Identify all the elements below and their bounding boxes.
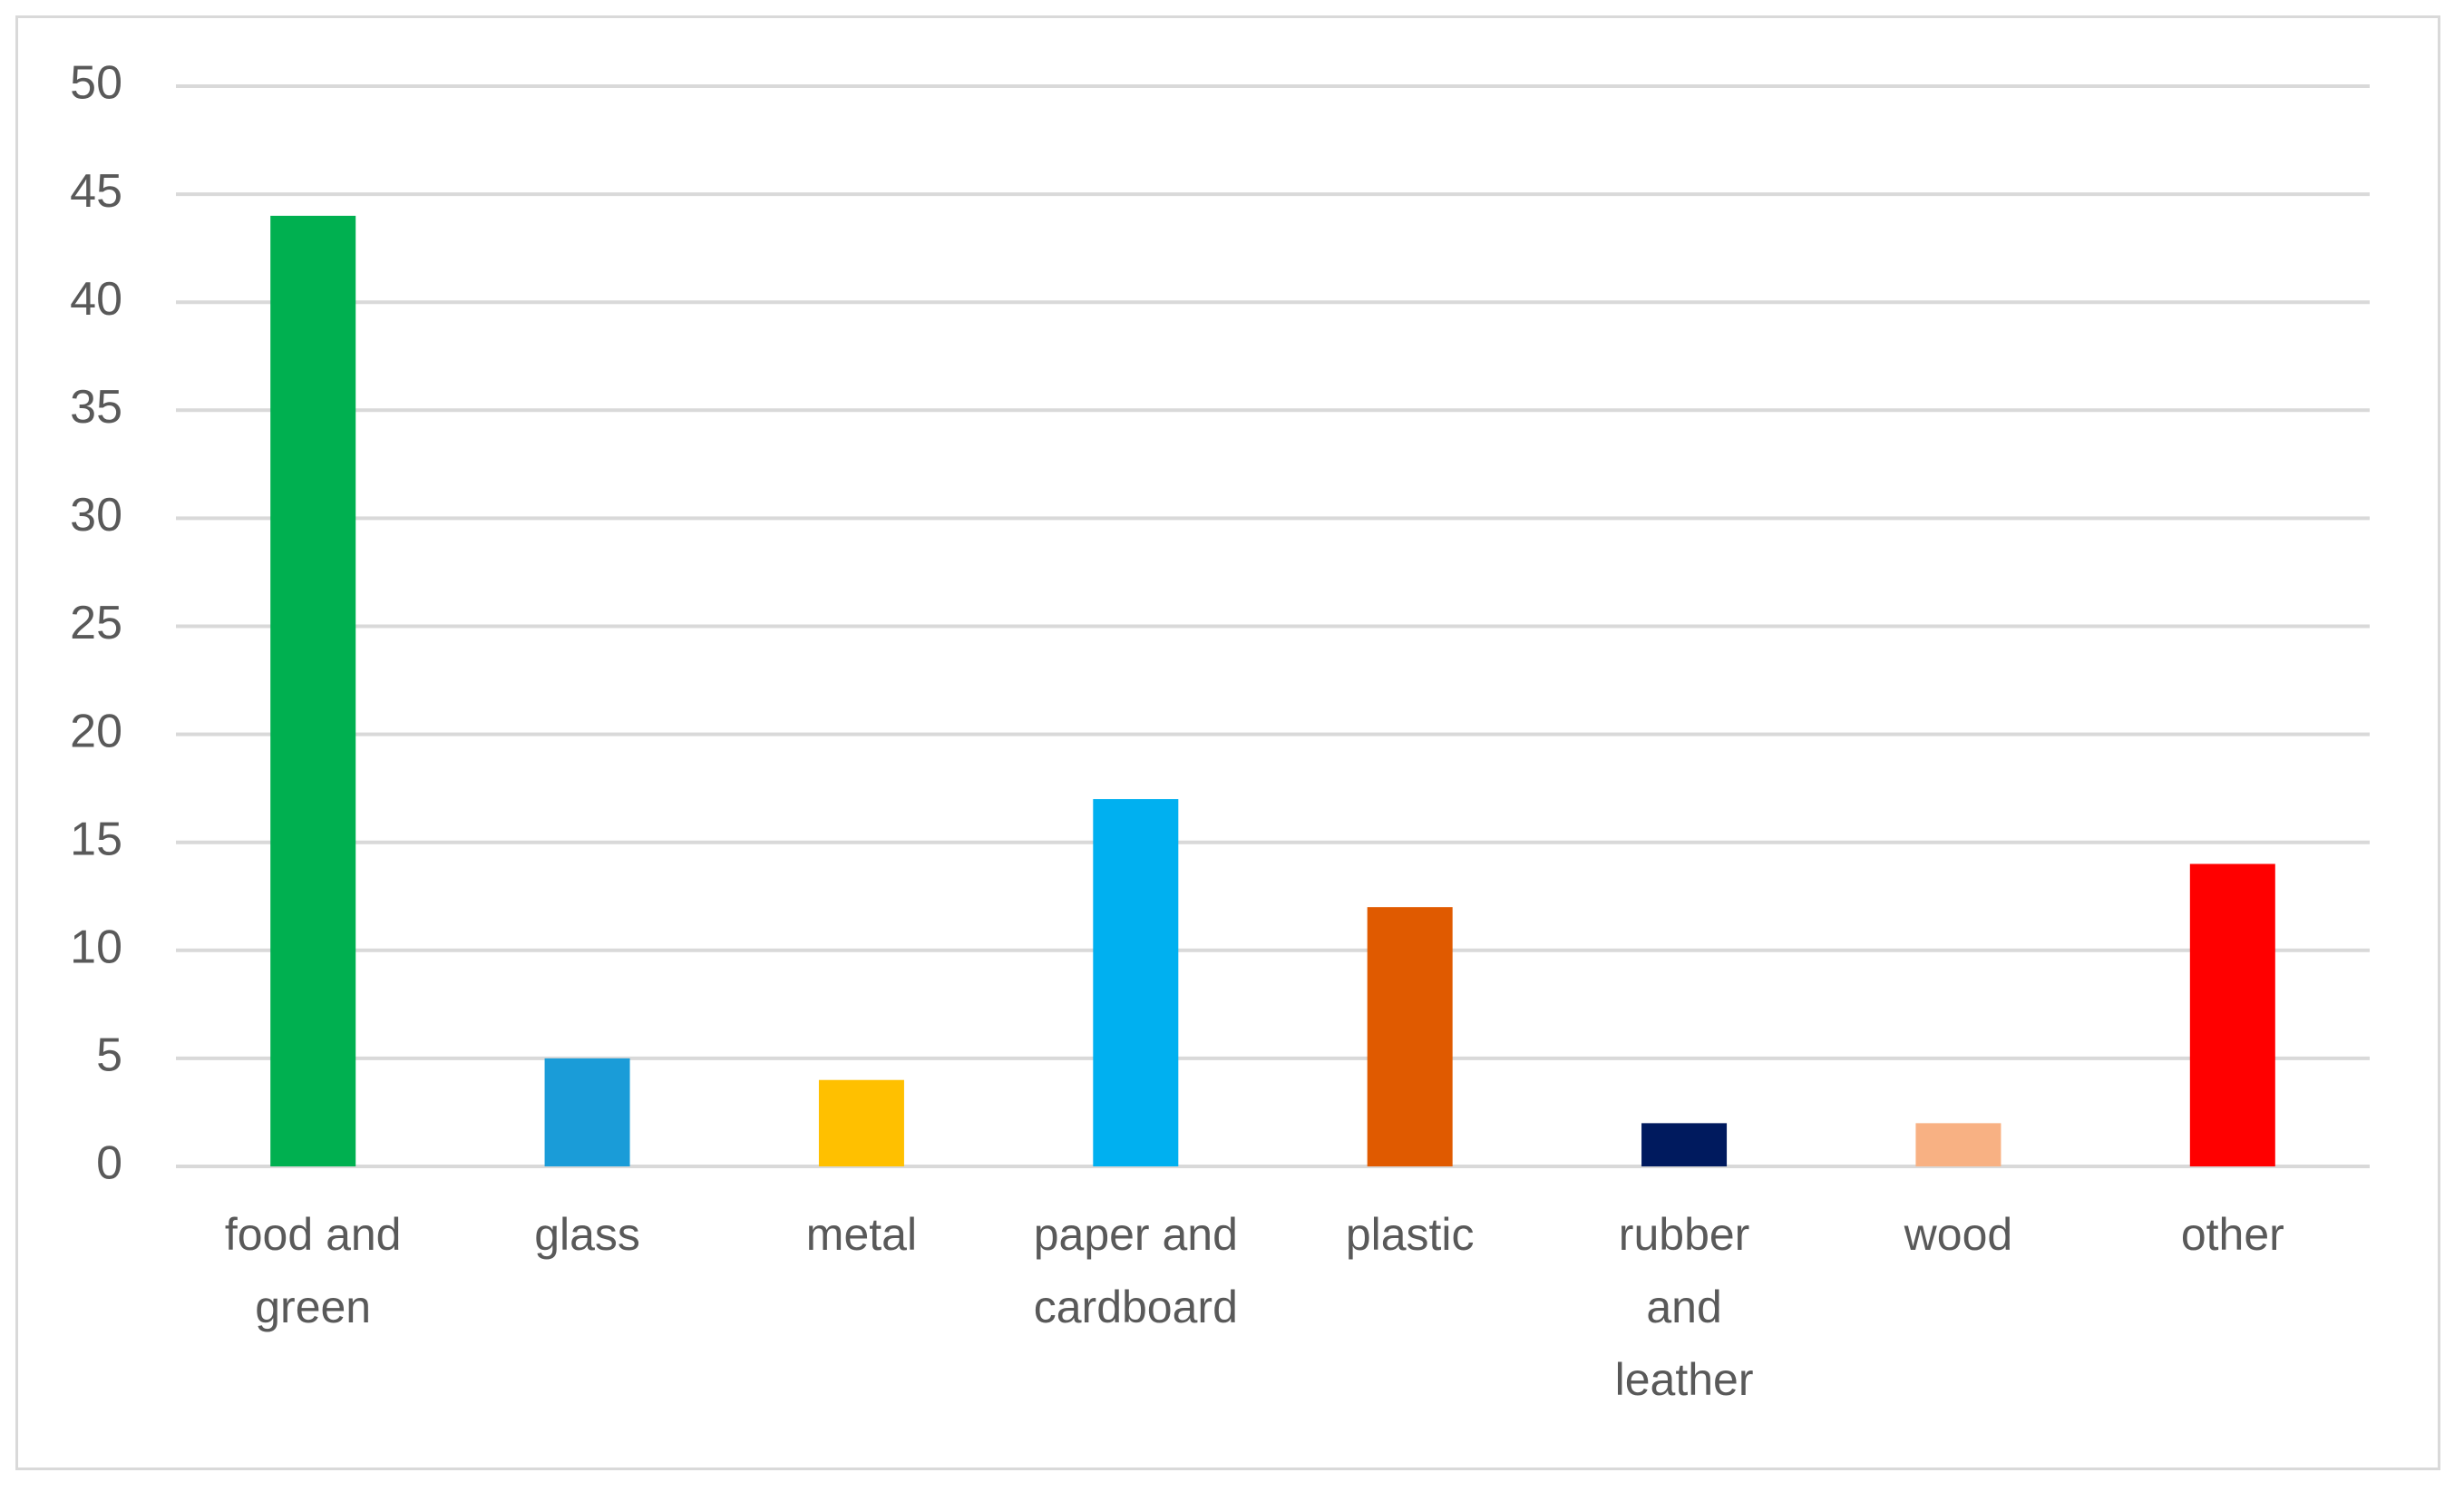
y-tick-label: 45: [70, 165, 122, 218]
x-tick-label: rubber and leather: [1614, 1209, 1754, 1405]
y-tick-label: 5: [96, 1029, 122, 1082]
x-tick-label: metal: [805, 1209, 918, 1260]
y-tick-label: 50: [70, 57, 122, 110]
bar: [1367, 907, 1453, 1166]
y-tick-label: 40: [70, 273, 122, 326]
y-tick-label: 35: [70, 381, 122, 434]
bar: [1915, 1123, 2001, 1166]
bar: [544, 1058, 630, 1166]
x-tick-label: plastic: [1345, 1209, 1475, 1260]
bar: [818, 1079, 904, 1166]
y-tick-label: 10: [70, 922, 122, 974]
y-tick-label: 0: [96, 1137, 122, 1190]
y-tick-label: 25: [70, 597, 122, 649]
bar: [270, 215, 356, 1166]
chart-frame: [15, 15, 2440, 1470]
y-tick-label: 30: [70, 489, 122, 541]
x-tick-label: food and green: [224, 1209, 402, 1332]
x-tick-label: wood: [1904, 1209, 2013, 1260]
y-tick-label: 20: [70, 705, 122, 757]
x-tick-label: glass: [534, 1209, 640, 1260]
bar: [1093, 799, 1179, 1166]
y-tick-label: 15: [70, 813, 122, 865]
bar: [1641, 1123, 1728, 1166]
x-tick-label: other: [2180, 1209, 2284, 1260]
x-tick-label: paper and cardboard: [1033, 1209, 1238, 1332]
bar: [2189, 863, 2275, 1166]
